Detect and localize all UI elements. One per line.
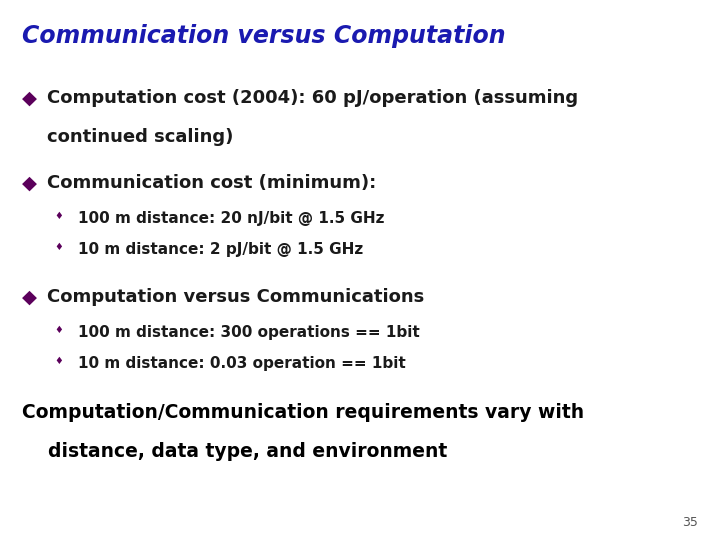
Text: distance, data type, and environment: distance, data type, and environment xyxy=(22,442,447,461)
Text: Communication versus Computation: Communication versus Computation xyxy=(22,24,505,48)
Text: ♦: ♦ xyxy=(54,325,63,335)
Text: Computation cost (2004): 60 pJ/operation (assuming: Computation cost (2004): 60 pJ/operation… xyxy=(47,89,578,107)
Text: ◆: ◆ xyxy=(22,174,37,193)
Text: 10 m distance: 2 pJ/bit @ 1.5 GHz: 10 m distance: 2 pJ/bit @ 1.5 GHz xyxy=(78,242,363,257)
Text: ♦: ♦ xyxy=(54,242,63,252)
Text: 35: 35 xyxy=(683,516,698,529)
Text: 10 m distance: 0.03 operation == 1bit: 10 m distance: 0.03 operation == 1bit xyxy=(78,356,405,371)
Text: ♦: ♦ xyxy=(54,211,63,221)
Text: Computation/Communication requirements vary with: Computation/Communication requirements v… xyxy=(22,403,584,422)
Text: continued scaling): continued scaling) xyxy=(47,128,233,146)
Text: ◆: ◆ xyxy=(22,288,37,307)
Text: 100 m distance: 300 operations == 1bit: 100 m distance: 300 operations == 1bit xyxy=(78,325,420,340)
Text: Computation versus Communications: Computation versus Communications xyxy=(47,288,424,306)
Text: 100 m distance: 20 nJ/bit @ 1.5 GHz: 100 m distance: 20 nJ/bit @ 1.5 GHz xyxy=(78,211,384,226)
Text: ♦: ♦ xyxy=(54,356,63,366)
Text: ◆: ◆ xyxy=(22,89,37,108)
Text: Communication cost (minimum):: Communication cost (minimum): xyxy=(47,174,376,192)
